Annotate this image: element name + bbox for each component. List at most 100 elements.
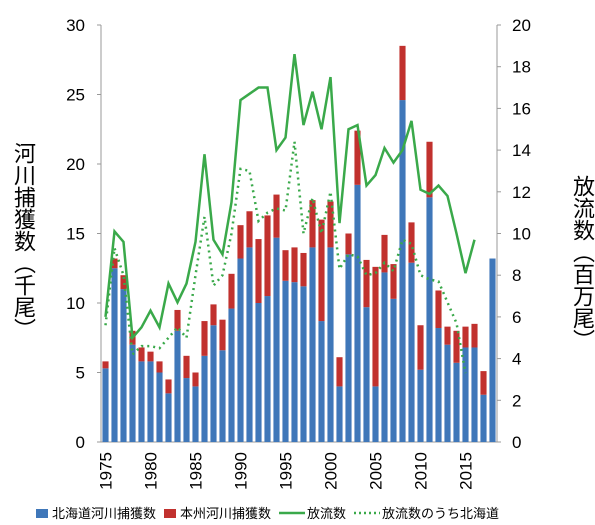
- bar: [273, 237, 280, 442]
- bar: [471, 323, 478, 348]
- x-tick-label: 1990: [232, 452, 251, 490]
- bar: [282, 250, 289, 281]
- bar: [210, 325, 217, 442]
- bar: [255, 303, 262, 442]
- bar: [174, 309, 181, 331]
- bar: [192, 386, 199, 442]
- legend-item: 北海道河川捕獲数: [36, 503, 156, 522]
- bar: [237, 225, 244, 259]
- bar: [129, 344, 136, 442]
- legend-label: 北海道河川捕獲数: [52, 507, 157, 522]
- bar: [381, 272, 388, 442]
- x-tick-label: 2000: [322, 452, 341, 490]
- y2-tick-label: 12: [512, 183, 531, 202]
- bar: [201, 321, 208, 356]
- bar: [345, 254, 352, 442]
- bar: [435, 290, 442, 329]
- bar: [156, 372, 163, 442]
- bar: [417, 369, 424, 442]
- bar: [192, 372, 199, 387]
- bar: [354, 184, 361, 442]
- y-tick-label: 5: [76, 364, 85, 383]
- bar: [111, 258, 118, 269]
- bar: [201, 355, 208, 442]
- x-tick-label: 2015: [457, 452, 476, 490]
- x-tick-label: 1995: [277, 452, 296, 490]
- bar: [291, 247, 298, 283]
- bar: [309, 200, 316, 248]
- bar: [354, 130, 361, 185]
- legend-swatch: [164, 508, 177, 518]
- bar: [300, 252, 307, 287]
- bar: [399, 45, 406, 101]
- bar: [120, 289, 127, 442]
- legend-swatch: [354, 511, 381, 514]
- bar: [255, 239, 262, 303]
- bar: [471, 347, 478, 442]
- y-tick-label: 15: [66, 225, 85, 244]
- bar: [327, 247, 334, 442]
- bar: [489, 258, 496, 442]
- bar: [183, 378, 190, 442]
- bar: [372, 386, 379, 442]
- bar: [264, 215, 271, 297]
- y2-tick-label: 14: [512, 141, 531, 160]
- y-tick-label: 30: [66, 16, 85, 35]
- y2-tick-label: 6: [512, 308, 521, 327]
- y2-tick-label: 8: [512, 266, 521, 285]
- y2-axis-label: 放流数（百万尾）: [569, 175, 594, 351]
- y2-tick-label: 2: [512, 391, 521, 410]
- bar: [408, 262, 415, 442]
- x-tick-label: 1980: [142, 452, 161, 490]
- bar: [147, 361, 154, 442]
- bar: [228, 273, 235, 309]
- y2-tick-label: 10: [512, 225, 531, 244]
- bar: [156, 361, 163, 373]
- bar: [381, 234, 388, 273]
- bar: [165, 379, 172, 394]
- line: [104, 54, 476, 341]
- bar: [462, 347, 469, 442]
- bar: [282, 280, 289, 442]
- legend: 北海道河川捕獲数 本州河川捕獲数 放流数 放流数のうち北海道: [36, 503, 499, 522]
- bar: [363, 307, 370, 442]
- bar: [390, 298, 397, 442]
- bar: [246, 247, 253, 442]
- bar: [273, 194, 280, 238]
- y-tick-label: 25: [66, 86, 85, 105]
- bar: [183, 355, 190, 379]
- legend-swatch-rect: [36, 508, 48, 518]
- legend-item: 放流数のうち北海道: [354, 503, 499, 522]
- bar: [480, 394, 487, 442]
- bar: [417, 325, 424, 370]
- bar: [453, 330, 460, 363]
- bar: [309, 247, 316, 442]
- bar: [480, 371, 487, 395]
- y2-tick-label: 16: [512, 99, 531, 118]
- bar: [174, 330, 181, 442]
- bar: [237, 258, 244, 442]
- bar: [426, 197, 433, 442]
- x-tick-label: 2005: [367, 452, 386, 490]
- bar: [219, 350, 226, 442]
- bar: [111, 268, 118, 442]
- legend-label: 放流数のうち北海道: [382, 507, 500, 522]
- y-tick-label: 0: [76, 433, 85, 452]
- x-tick-label: 1975: [97, 452, 116, 490]
- bar: [264, 296, 271, 442]
- bar: [444, 344, 451, 442]
- bar: [165, 393, 172, 442]
- y-tick-label: 20: [66, 155, 85, 174]
- y2-tick-label: 0: [512, 433, 521, 452]
- bar: [210, 304, 217, 326]
- bar: [363, 259, 370, 308]
- legend-swatch: [279, 511, 306, 514]
- bar: [336, 357, 343, 387]
- bar: [426, 141, 433, 198]
- bar: [390, 264, 397, 299]
- y2-tick-label: 20: [512, 16, 531, 35]
- legend-swatch: [36, 508, 48, 518]
- bar: [219, 319, 226, 351]
- bar: [318, 321, 325, 442]
